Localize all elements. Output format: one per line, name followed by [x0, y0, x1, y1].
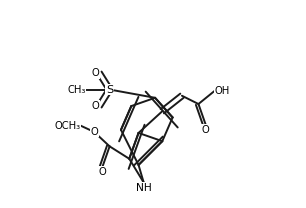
Text: O: O	[91, 68, 99, 78]
Text: OCH₃: OCH₃	[54, 121, 81, 131]
Text: O: O	[202, 125, 210, 135]
Text: S: S	[106, 84, 113, 95]
Text: CH₃: CH₃	[68, 84, 86, 95]
Text: OH: OH	[215, 85, 230, 95]
Text: NH: NH	[136, 182, 151, 193]
Text: O: O	[90, 127, 98, 137]
Text: O: O	[99, 167, 106, 177]
Text: O: O	[91, 101, 99, 111]
